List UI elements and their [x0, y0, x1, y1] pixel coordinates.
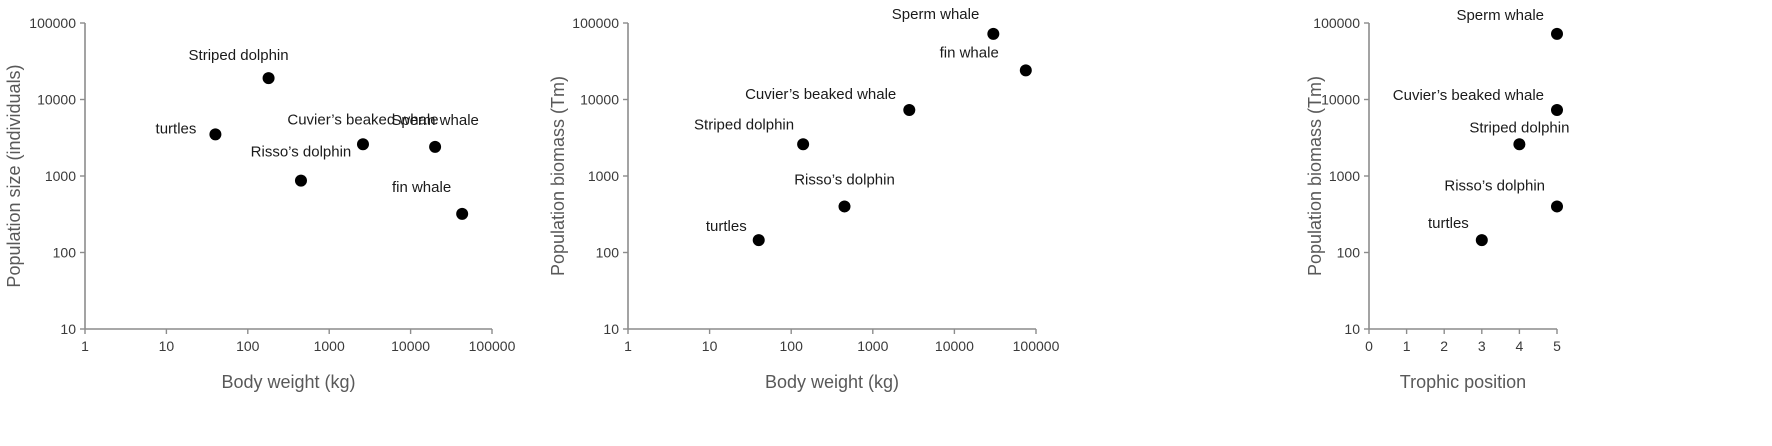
chart-panel-1: 10 100 1000 10000 100000 1 10 100 1000 10000 10000… [4, 15, 516, 392]
y-tick-label: 10 [1344, 321, 1360, 337]
chart-panel-3: 10 100 1000 10000 100000 0 1 2 3 4 5 Trophic positi… [1305, 7, 1569, 392]
x-tick-label: 2 [1440, 338, 1448, 354]
point-label: Striped dolphin [189, 47, 289, 64]
x-tick-label: 5 [1553, 338, 1561, 354]
data-point [903, 103, 916, 116]
x-tick-label: 1 [624, 338, 632, 354]
y-tick-label: 10 [603, 321, 619, 337]
point-label: Risso’s dolphin [794, 171, 895, 188]
data-point [429, 140, 442, 153]
x-axis-title: Body weight (kg) [221, 372, 355, 392]
data-point [797, 138, 810, 151]
y-tick-label: 1000 [1329, 168, 1360, 184]
x-tick-label: 100000 [469, 338, 516, 354]
x-tick-label: 100 [780, 338, 804, 354]
x-tick-label: 10 [702, 338, 718, 354]
x-tick-label: 100 [236, 338, 260, 354]
point-label: turtles [706, 218, 747, 235]
point-label: Cuvier’s beaked whale [1393, 87, 1544, 104]
data-point [987, 27, 1000, 40]
data-point [1513, 138, 1526, 151]
point-label: turtles [156, 120, 197, 137]
x-tick-label: 3 [1478, 338, 1486, 354]
point-label: fin whale [940, 44, 999, 61]
x-tick-label: 1 [81, 338, 89, 354]
y-axis-title: Population biomass (Tm) [548, 76, 568, 276]
point-label: turtles [1428, 215, 1469, 232]
x-tick-label: 4 [1516, 338, 1524, 354]
y-tick-label: 10 [60, 321, 76, 337]
y-tick-label: 1000 [45, 168, 76, 184]
data-point [752, 234, 765, 247]
point-label: Cuvier’s beaked whale [745, 86, 896, 103]
data-point [1019, 64, 1032, 77]
x-tick-label: 10000 [391, 338, 430, 354]
point-label: Risso’s dolphin [1444, 177, 1545, 194]
point-label: Cuvier’s beaked whale [287, 111, 438, 128]
y-tick-label: 100000 [1313, 15, 1360, 31]
data-point [356, 138, 369, 151]
data-point [262, 72, 275, 85]
y-tick-label: 10000 [37, 92, 76, 108]
data-point [209, 128, 222, 141]
x-tick-label: 10000 [935, 338, 974, 354]
x-axis-title: Trophic position [1400, 372, 1526, 392]
data-point [1551, 200, 1563, 213]
y-tick-label: 10000 [1321, 92, 1360, 108]
y-tick-label: 10000 [580, 92, 619, 108]
chart-panel-2: 10 100 1000 10000 100000 1 10 100 1000 10000 10000… [548, 6, 1060, 392]
data-point [838, 200, 851, 213]
x-tick-label: 10 [159, 338, 175, 354]
point-label: fin whale [392, 179, 451, 196]
y-axis-title: Population biomass (Tm) [1305, 76, 1325, 276]
point-label: Sperm whale [892, 6, 980, 23]
data-point [1551, 27, 1563, 40]
data-point [456, 207, 469, 220]
y-tick-label: 100 [596, 245, 620, 261]
point-label: Striped dolphin [694, 116, 794, 133]
y-axis-title: Population size (individuals) [4, 64, 24, 287]
x-tick-label: 1000 [314, 338, 345, 354]
y-tick-label: 1000 [588, 168, 619, 184]
point-label: Risso’s dolphin [251, 144, 352, 161]
x-tick-label: 1 [1403, 338, 1411, 354]
x-tick-label: 1000 [857, 338, 888, 354]
y-tick-label: 100000 [572, 15, 619, 31]
point-label: Sperm whale [1456, 7, 1544, 24]
data-point [1475, 234, 1488, 247]
x-axis-title: Body weight (kg) [765, 372, 899, 392]
data-point [294, 174, 307, 187]
point-label: Sperm whale [391, 112, 479, 129]
y-tick-label: 100000 [29, 15, 76, 31]
y-tick-label: 100 [53, 245, 77, 261]
data-point [1551, 103, 1563, 116]
x-tick-label: 0 [1365, 338, 1373, 354]
point-label: Striped dolphin [1469, 119, 1569, 136]
x-tick-label: 100000 [1013, 338, 1060, 354]
y-tick-label: 100 [1337, 245, 1361, 261]
